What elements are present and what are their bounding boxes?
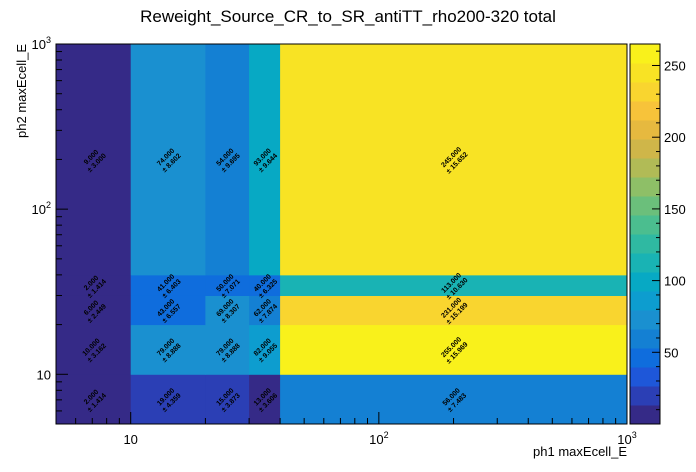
palette-swatch: [630, 310, 660, 330]
chart-title: Reweight_Source_CR_to_SR_antiTT_rho200-3…: [140, 7, 556, 26]
heatmap-cell: [205, 295, 250, 326]
heatmap-cell: [249, 44, 281, 276]
x-tick-label: 10: [123, 432, 137, 447]
heatmap-cell: [205, 324, 250, 375]
palette-swatch: [630, 348, 660, 368]
palette-tick-label: 200: [664, 130, 686, 145]
palette-swatch: [630, 234, 660, 254]
palette-tick-label: 150: [664, 202, 686, 217]
heatmap-cell: [249, 374, 281, 425]
palette-tick-label: 50: [664, 345, 678, 360]
palette-swatch: [630, 253, 660, 273]
heatmap-cell: [205, 374, 250, 425]
x-axis-title: ph1 maxEcell_E: [533, 444, 627, 459]
palette-tick-label: 250: [664, 59, 686, 74]
y-tick-exponent: 3: [46, 35, 51, 45]
heatmap-cell: [56, 374, 132, 425]
palette-tick-label: 100: [664, 274, 686, 289]
palette-swatch: [630, 386, 660, 406]
heatmap-cell: [249, 274, 281, 296]
color-palette: 50 100 150 200 250: [629, 43, 686, 425]
heatmap-cell: [280, 295, 628, 326]
heatmap-cell: [56, 274, 132, 296]
palette-swatch: [630, 367, 660, 387]
heatmap-cell: [130, 274, 206, 296]
palette-swatch: [630, 405, 660, 425]
heatmap-cell: [280, 324, 628, 375]
x-tick-exponent: 3: [632, 430, 637, 440]
y-tick-label: 10: [37, 367, 51, 382]
heatmap-cell: [56, 324, 132, 375]
heatmap-cell: [249, 324, 281, 375]
palette-swatch: [630, 291, 660, 311]
heatmap-cell: [205, 44, 250, 276]
heatmap-cell: [130, 295, 206, 326]
palette-swatch: [630, 329, 660, 349]
y-tick-exponent: 2: [46, 200, 51, 210]
heatmap-cell: [56, 44, 132, 276]
heatmap-cell: [130, 324, 206, 375]
palette-swatch: [630, 101, 660, 121]
x-tick-exponent: 2: [384, 430, 389, 440]
x-tick-label: 102: [369, 430, 388, 447]
y-tick-label: 103: [32, 35, 51, 52]
palette-swatch: [630, 158, 660, 178]
palette-swatch: [630, 82, 660, 102]
heatmap-cell: [130, 44, 206, 276]
palette-frame: [629, 43, 661, 425]
palette-swatch: [630, 63, 660, 83]
heatmap-cell: [280, 44, 628, 276]
heatmap-cell: [280, 374, 628, 425]
heatmap-cell: [56, 295, 132, 326]
y-tick-label: 102: [32, 200, 51, 217]
heatmap-cell: [249, 295, 281, 326]
palette-swatch: [630, 215, 660, 235]
palette-swatch: [630, 120, 660, 140]
palette-swatch: [630, 196, 660, 216]
palette-swatch: [630, 139, 660, 159]
palette-swatch: [630, 177, 660, 197]
palette-swatch: [630, 272, 660, 292]
palette-swatch: [630, 44, 660, 64]
plot-frame: [55, 43, 628, 425]
heatmap-cell: [280, 274, 628, 296]
y-axis-title: ph2 maxEcell_E: [14, 44, 29, 138]
heatmap-cell: [205, 274, 250, 296]
cell-labels-layer: 2.000± 1.414 19.000± 4.359 15.000± 3.873 13…: [82, 146, 470, 414]
cells-layer: [56, 44, 628, 425]
heatmap-cell: [130, 374, 206, 425]
